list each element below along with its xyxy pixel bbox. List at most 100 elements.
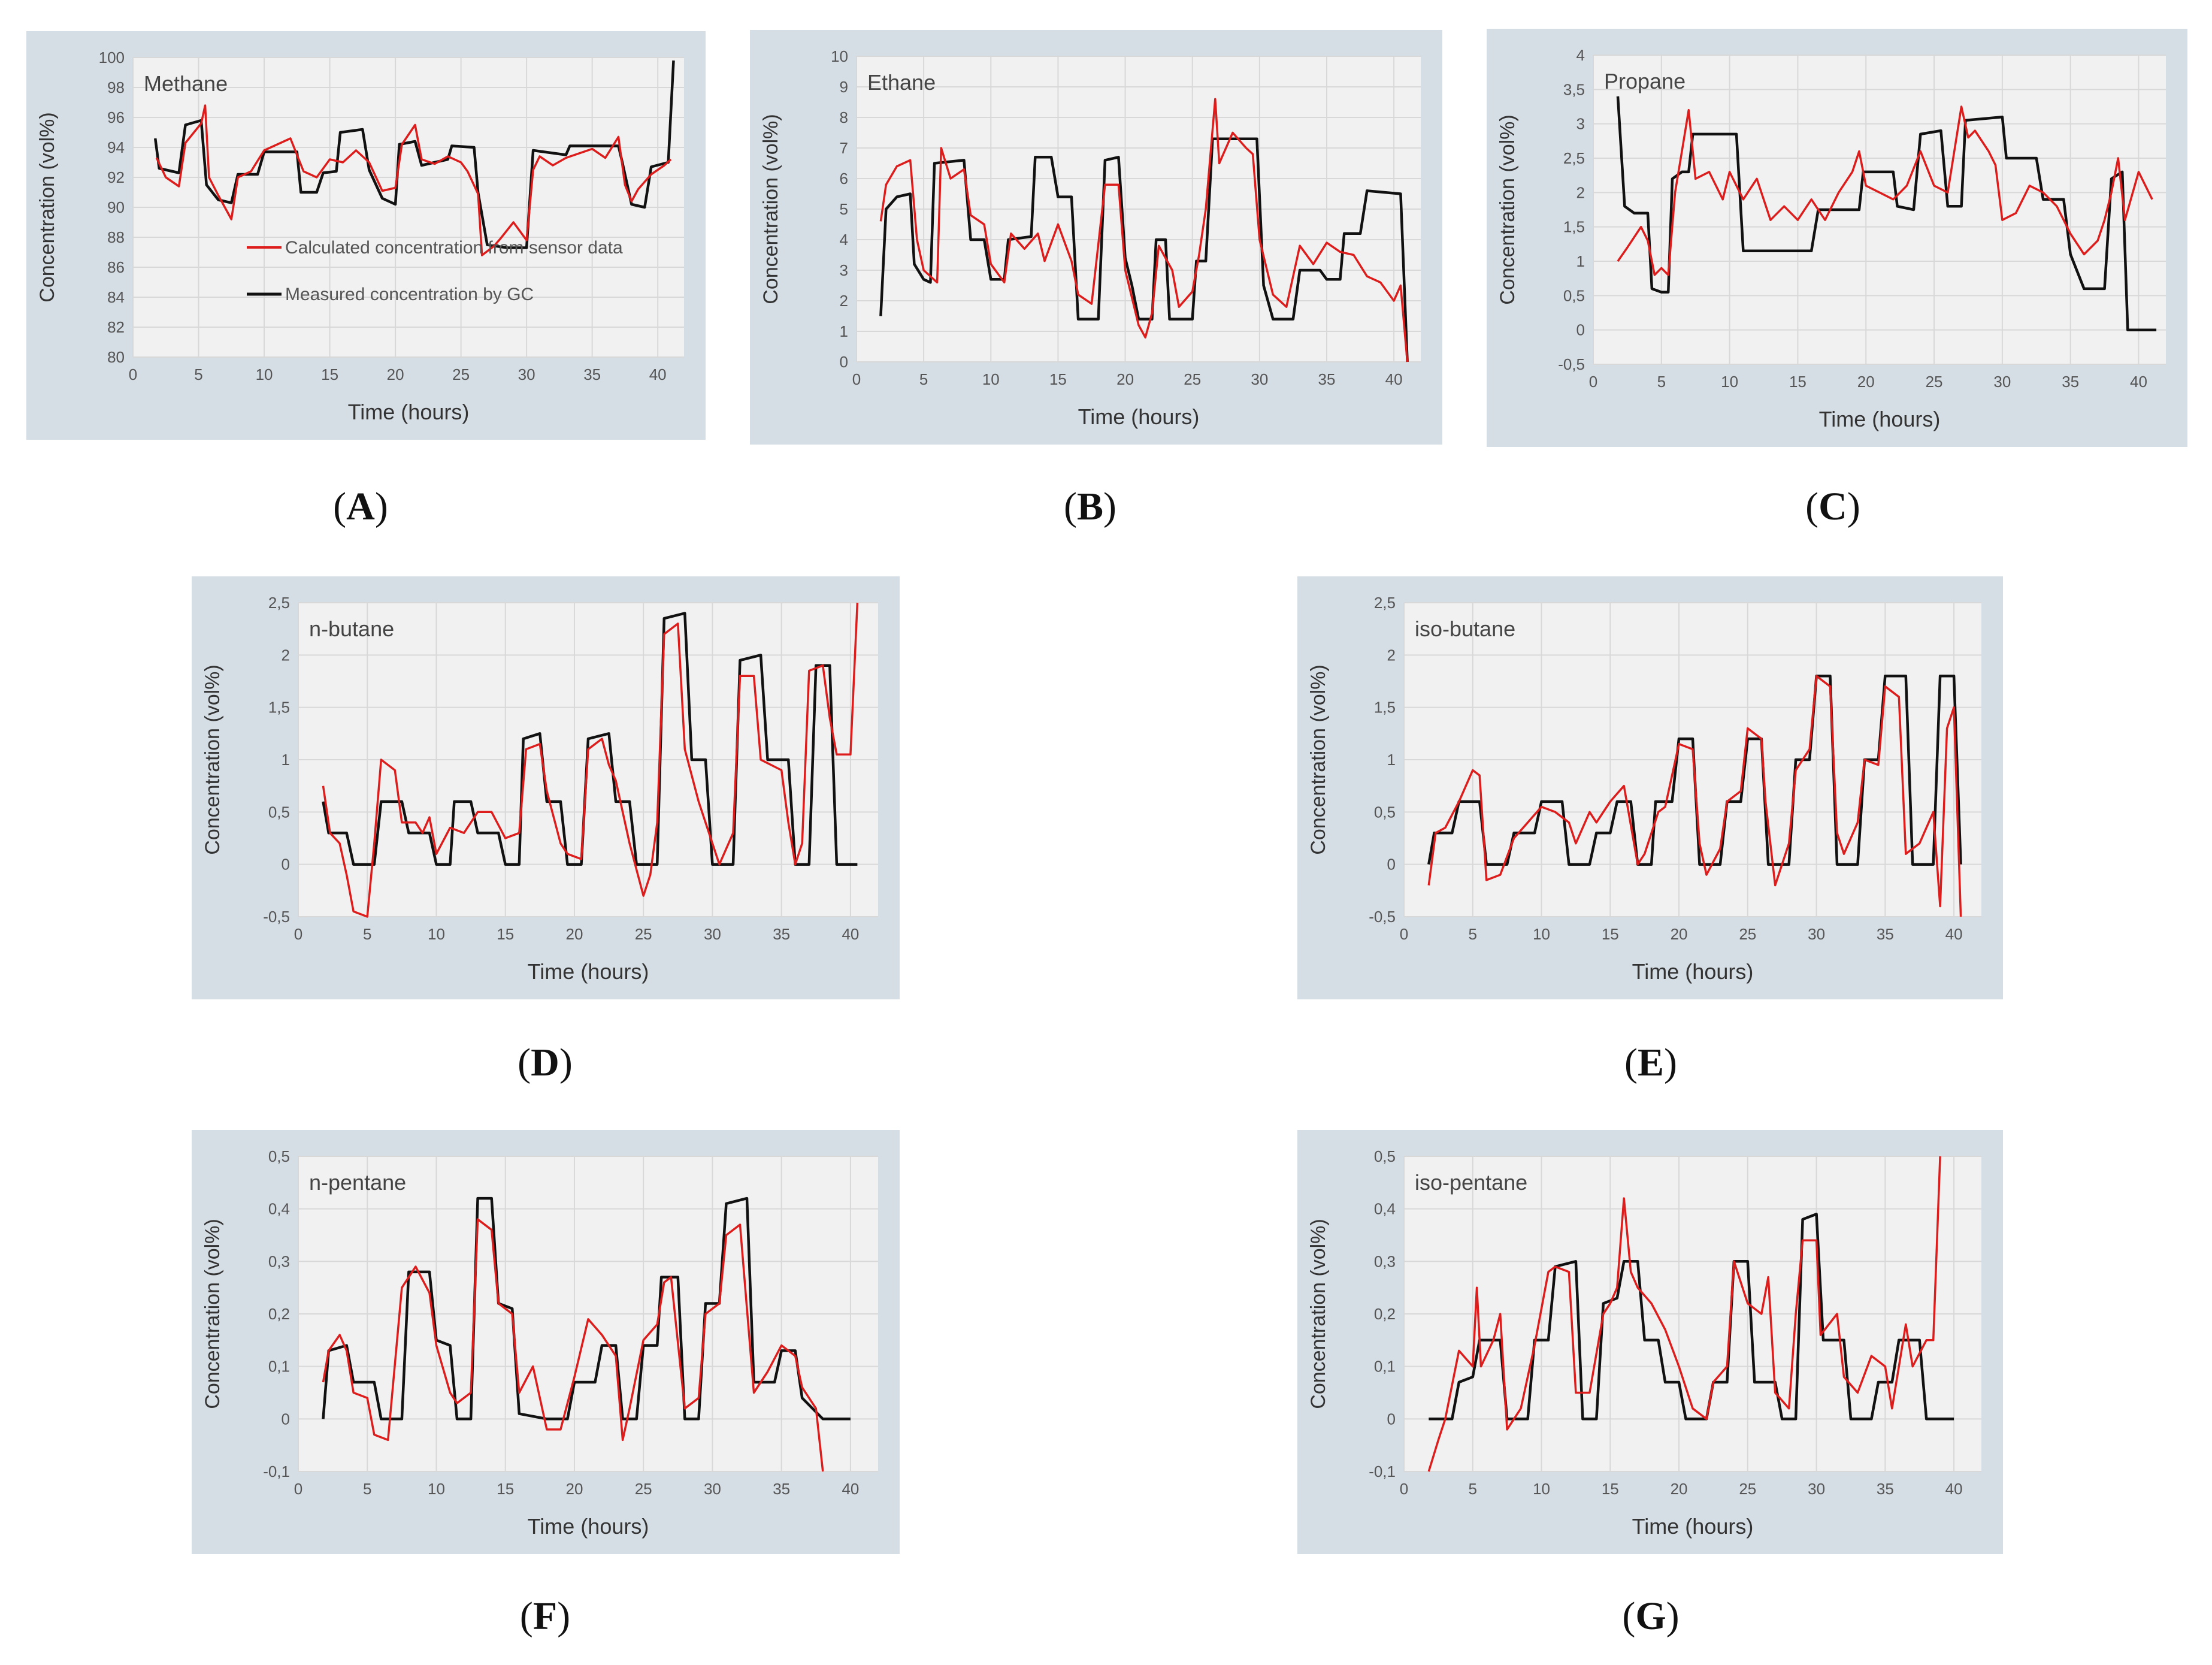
caption-g: (G) [1622, 1594, 1680, 1638]
y-tick-label: 86 [107, 258, 125, 276]
y-tick-label: 0,5 [1563, 286, 1585, 304]
y-tick-label: 80 [107, 348, 125, 366]
x-axis-label: Time (hours) [528, 959, 649, 984]
series-line-sensor [1617, 105, 2153, 276]
y-tick-label: 2 [1576, 183, 1585, 201]
x-tick-label: 5 [363, 1480, 371, 1498]
y-tick-label: -0,1 [1369, 1462, 1396, 1480]
y-tick-label: 90 [107, 198, 125, 216]
series-line-sensor [1427, 675, 1962, 917]
x-tick-label: 20 [1671, 925, 1688, 943]
y-tick-label: 2 [282, 646, 290, 664]
y-tick-label: 6 [840, 170, 848, 188]
x-tick-label: 15 [497, 1480, 514, 1498]
x-tick-label: 20 [1116, 370, 1134, 388]
x-axis-label: Time (hours) [1819, 407, 1941, 431]
caption-b: (B) [1064, 485, 1116, 528]
y-tick-label: 92 [107, 168, 125, 186]
series-line-sensor [322, 1218, 824, 1472]
x-tick-label: 35 [583, 365, 601, 383]
chart-methane: 80 82 84 86 88 90 92 94 96 98 100 0 5 10 15 20 25 30 35 40 M… [26, 31, 706, 440]
caption-d-letter: D [531, 1041, 559, 1084]
y-tick-label: 3 [1576, 115, 1585, 133]
x-tick-label: 40 [1945, 925, 1963, 943]
x-tick-label: 30 [704, 1480, 721, 1498]
x-tick-label: 25 [1739, 925, 1756, 943]
chart-n-pentane: -0,100,10,20,30,40,50 5 10 15 20 25 30 35 40n-pe… [192, 1130, 900, 1554]
x-tick-label: 35 [1877, 925, 1894, 943]
y-tick-label: 4 [840, 231, 848, 249]
y-tick-label: 8 [840, 108, 848, 126]
legend-label-sensor: Calculated concentration from sensor dat… [285, 238, 623, 258]
x-axis-label: Time (hours) [1632, 1514, 1754, 1539]
series-line-sensor [155, 104, 672, 256]
x-tick-label: 20 [387, 365, 404, 383]
caption-f: (F) [519, 1594, 571, 1638]
plot-area [1593, 55, 2166, 364]
y-tick-label: 0,2 [1374, 1305, 1396, 1323]
x-tick-label: 35 [773, 925, 790, 943]
x-tick-label: 20 [1857, 373, 1875, 391]
chart-title: Ethane [867, 70, 936, 95]
x-tick-label: 5 [919, 370, 928, 388]
x-tick-label: 0 [852, 370, 861, 388]
series-line-gc [1616, 96, 2157, 331]
x-tick-label: 30 [1993, 373, 2011, 391]
x-tick-label: 0 [1400, 925, 1408, 943]
caption-c: (C) [1805, 485, 1860, 528]
x-tick-label: 40 [842, 1480, 859, 1498]
x-axis-label: Time (hours) [1078, 404, 1200, 429]
y-axis-label: Concentration (vol%) [36, 112, 59, 302]
x-tick-label: 35 [1318, 370, 1336, 388]
x-tick-label: 10 [428, 1480, 445, 1498]
y-tick-label: 0 [1387, 1410, 1396, 1428]
y-tick-label: 88 [107, 228, 125, 246]
y-tick-label: 0,1 [1374, 1358, 1396, 1376]
x-tick-label: 0 [1589, 373, 1597, 391]
y-tick-label: 0,4 [268, 1200, 290, 1218]
x-tick-label: 30 [704, 925, 721, 943]
x-tick-label: 40 [1945, 1480, 1963, 1498]
y-tick-label: 0,5 [268, 803, 290, 821]
y-tick-label: 0,1 [268, 1358, 290, 1376]
x-tick-label: 0 [1400, 1480, 1408, 1498]
x-tick-label: 25 [1184, 370, 1201, 388]
x-tick-label: 25 [1926, 373, 1943, 391]
y-tick-label: -0,5 [1558, 355, 1585, 373]
chart-iso-pentane: -0,100,10,20,30,40,50 5 10 15 20 25 30 35 40iso-… [1297, 1130, 2003, 1554]
x-axis-label: Time (hours) [1632, 959, 1754, 984]
y-tick-label: 0,3 [1374, 1252, 1396, 1270]
y-tick-label: 4 [1576, 46, 1585, 64]
caption-c-letter: C [1818, 485, 1847, 528]
y-axis-label: Concentration (vol%) [1307, 664, 1330, 854]
x-axis-label: Time (hours) [528, 1514, 649, 1539]
y-tick-label: 0 [282, 1410, 290, 1428]
y-axis-label: Concentration (vol%) [1307, 1219, 1330, 1409]
y-tick-label: 0,5 [1374, 1147, 1396, 1165]
x-tick-label: 25 [635, 925, 652, 943]
x-axis-label: Time (hours) [348, 400, 470, 424]
y-axis-label: Concentration (vol%) [201, 664, 224, 854]
caption-e: (E) [1624, 1041, 1677, 1084]
x-tick-label: 35 [2062, 373, 2079, 391]
chart-title: iso-butane [1415, 617, 1515, 641]
chart-propane: -0,500,511,522,533,540 5 10 15 20 25 30 35 40Pro… [1487, 29, 2187, 447]
y-tick-label: 94 [107, 138, 125, 156]
x-tick-label: 15 [1049, 370, 1067, 388]
y-tick-label: -0,5 [263, 908, 290, 926]
chart-title: n-pentane [309, 1170, 406, 1195]
y-tick-label: 0,4 [1374, 1200, 1396, 1218]
x-tick-label: 40 [649, 365, 667, 383]
y-tick-label: 1 [840, 322, 848, 340]
y-tick-label: 0 [1387, 856, 1396, 874]
panel-ethane: 0 1 2 3 4 5 6 7 8 9 10 0 5 10 15 20 25 30 35 40 Ethane Time (… [750, 30, 1442, 445]
series-line-sensor [879, 98, 1409, 362]
y-tick-label: 0,2 [268, 1305, 290, 1323]
y-axis-label: Concentration (vol%) [1496, 114, 1519, 304]
x-tick-label: 5 [1469, 925, 1477, 943]
chart-ethane: 0 1 2 3 4 5 6 7 8 9 10 0 5 10 15 20 25 30 35 40 Ethane Time (… [750, 30, 1442, 445]
panel-n-butane: -0,5 0 0,5 1 1,5 2 2,5 0 5 10 15 20 25 30 35 40 n-butane… [192, 576, 900, 999]
x-tick-label: 10 [256, 365, 273, 383]
y-tick-label: 1 [282, 751, 290, 769]
series-line-sensor [322, 602, 859, 918]
